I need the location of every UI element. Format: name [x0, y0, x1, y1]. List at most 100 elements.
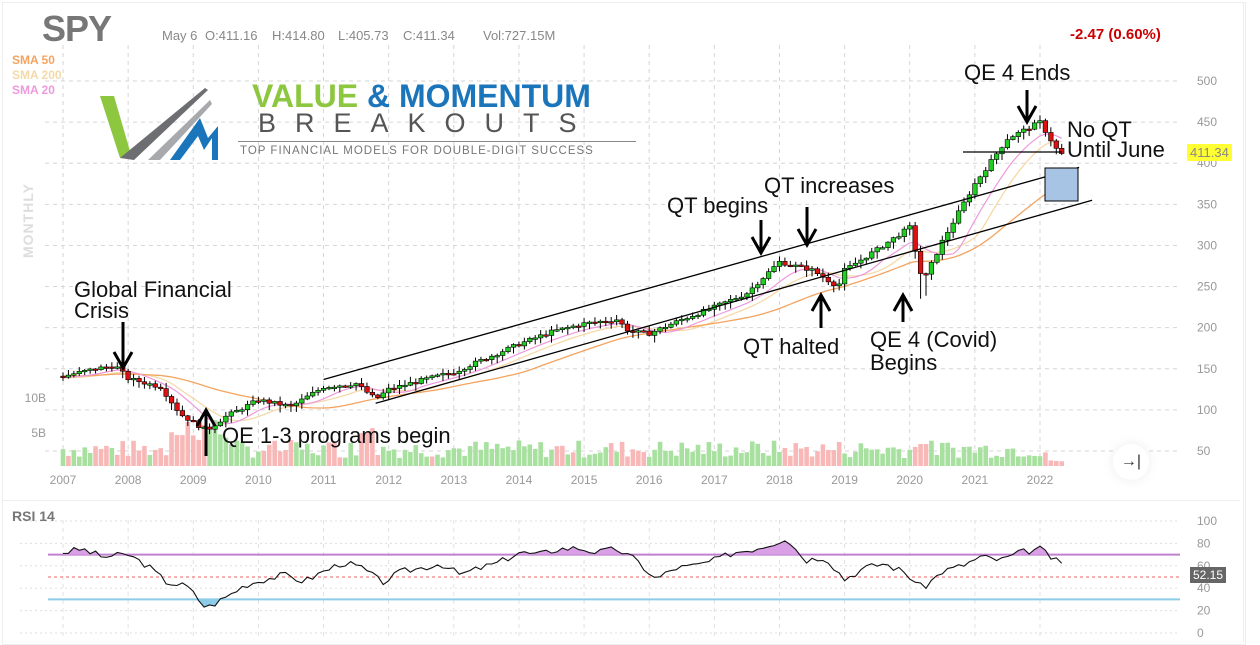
candle-body: [87, 368, 93, 371]
volume-bar: [934, 454, 940, 466]
low-value: L:405.73: [338, 28, 389, 43]
candle-body: [565, 327, 571, 330]
volume-bar: [435, 454, 440, 466]
volume-bar: [766, 455, 771, 466]
candle-body: [353, 383, 359, 387]
volume-bar: [500, 448, 505, 466]
candle-body: [1037, 120, 1043, 124]
candle-body: [505, 346, 511, 352]
volume-bar: [1043, 452, 1048, 466]
annotation-label: QT begins: [667, 193, 768, 218]
candle-body: [603, 320, 609, 324]
volume-bar: [522, 446, 527, 466]
volume-bar: [494, 443, 500, 466]
candle-body: [510, 344, 517, 348]
target-zone-box[interactable]: [1044, 167, 1079, 202]
candle-body: [586, 321, 593, 324]
candle-body: [1059, 148, 1065, 154]
arrow-head-icon: [796, 228, 818, 249]
volume-bar: [842, 453, 847, 466]
arrow-to-end-icon: →|: [1120, 453, 1142, 470]
candle-body: [1031, 122, 1038, 130]
price-axis-tick: 500: [1197, 74, 1217, 88]
candle-body: [961, 201, 967, 212]
volume-bar: [256, 451, 261, 466]
legend-sma50[interactable]: SMA 50: [12, 53, 55, 67]
volume-bar: [733, 447, 739, 466]
volume-bar: [1053, 460, 1059, 466]
candle-body: [879, 247, 886, 250]
scroll-to-end-button[interactable]: →|: [1113, 444, 1149, 480]
candle-body: [386, 387, 392, 394]
candle-body: [147, 383, 153, 386]
candle-body: [684, 318, 690, 321]
rsi-axis-tick: 0: [1197, 626, 1204, 640]
annotation-label: Crisis: [74, 298, 129, 323]
candle-body: [548, 329, 555, 336]
volume-bar: [874, 449, 880, 466]
candle-body: [831, 281, 837, 287]
volume-bar: [136, 450, 142, 466]
volume-bar: [380, 446, 386, 466]
candle-body: [543, 334, 549, 337]
volume-bar: [625, 456, 630, 466]
volume-bar: [967, 446, 972, 466]
volume-bar: [397, 457, 402, 466]
candle-body: [728, 299, 734, 303]
candle-body: [793, 264, 799, 267]
volume-bar: [326, 442, 332, 466]
volume-bar: [560, 445, 565, 466]
volume-bar: [82, 447, 88, 466]
volume-bar: [299, 449, 305, 466]
time-axis-tick: 2013: [440, 473, 467, 487]
annotation-label: QE 4 Ends: [964, 60, 1070, 85]
candle-body: [337, 385, 343, 388]
candle-body: [152, 383, 158, 388]
volume-bar: [386, 450, 391, 466]
candle-body: [923, 273, 929, 276]
candle-body: [554, 329, 560, 332]
volume-bar: [218, 434, 223, 466]
lower-trendline[interactable]: [375, 199, 1093, 404]
candle-body: [239, 409, 245, 412]
volume-bar: [907, 449, 913, 466]
candle-body: [858, 259, 864, 264]
candle-body: [901, 228, 907, 237]
volume-bar: [71, 450, 77, 466]
candle-body: [559, 327, 565, 330]
price-change: -2.47 (0.60%): [1070, 26, 1161, 43]
volume-bar: [489, 449, 495, 466]
volume-bar: [342, 457, 348, 466]
candle-body: [451, 373, 457, 376]
candle-body: [787, 264, 793, 268]
volume-bar: [142, 445, 147, 466]
candle-body: [288, 404, 294, 407]
logo-divider: [238, 141, 636, 142]
upper-trendline[interactable]: [323, 166, 1080, 381]
sma50-line: [62, 184, 1062, 409]
candle-body: [500, 351, 506, 356]
legend-sma200[interactable]: SMA 200: [12, 68, 62, 82]
volume-bar: [180, 435, 185, 466]
candle-body: [766, 271, 772, 279]
candle-body: [776, 261, 783, 267]
logo-title-value: VALUE: [252, 78, 359, 114]
candle-body: [413, 382, 419, 385]
candle-body: [472, 360, 479, 367]
candle-body: [71, 373, 77, 376]
volume-bar: [337, 457, 343, 466]
candle-body: [804, 265, 810, 271]
candle-body: [293, 402, 299, 407]
volume-bar: [902, 457, 907, 466]
candle-body: [299, 398, 305, 404]
volume-bar: [820, 444, 826, 466]
candle-body: [1053, 140, 1059, 149]
volume-bar: [174, 435, 180, 466]
candle-body: [809, 268, 815, 271]
volume-bar: [750, 441, 755, 466]
legend-sma20[interactable]: SMA 20: [12, 83, 55, 97]
candle-body: [945, 232, 951, 241]
time-axis-tick: 2011: [311, 473, 337, 487]
volume-bar: [717, 443, 723, 466]
